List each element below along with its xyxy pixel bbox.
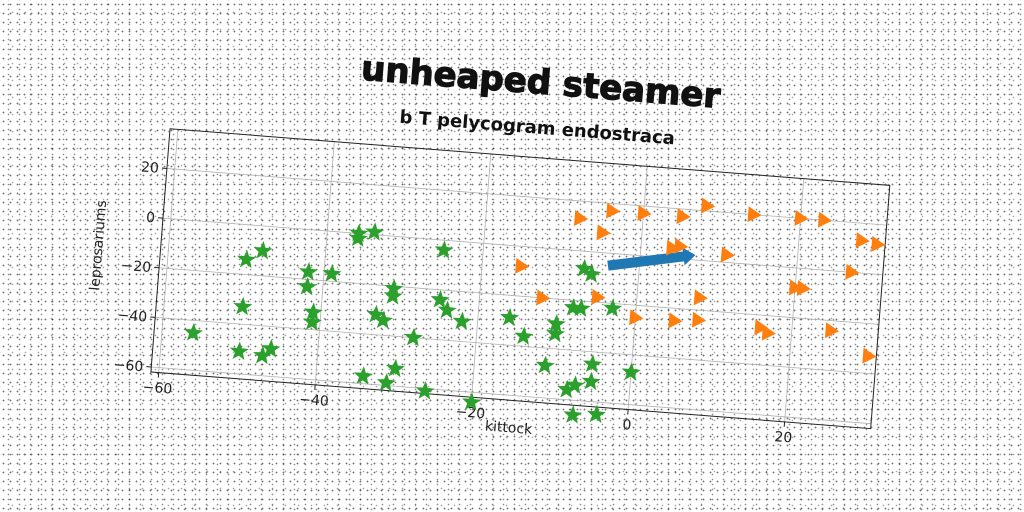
green-star-marker	[586, 404, 606, 424]
green-star-marker	[253, 240, 273, 260]
green-star-marker	[514, 326, 534, 345]
orange-triangle-marker	[700, 197, 716, 214]
orange-triangle-marker	[824, 322, 840, 339]
y-gridline	[166, 168, 887, 226]
green-star-marker	[574, 258, 594, 278]
orange-triangle-marker	[606, 202, 621, 219]
orange-triangle-marker	[676, 208, 691, 225]
orange-triangle-marker	[720, 246, 735, 263]
green-star-marker	[563, 405, 583, 424]
orange-triangle-marker	[761, 324, 776, 341]
x-tick-label: −20	[455, 404, 486, 422]
orange-triangle-marker	[796, 280, 811, 296]
green-star-marker	[366, 304, 386, 324]
green-star-marker	[322, 263, 342, 283]
y-tick-label: 0	[145, 210, 155, 227]
orange-triangle-marker	[515, 257, 530, 274]
y-tick-label: 20	[140, 159, 159, 176]
orange-triangle-marker	[855, 232, 870, 249]
green-star-marker	[376, 373, 396, 392]
orange-triangle-marker	[747, 206, 762, 223]
green-star-marker	[253, 345, 273, 365]
orange-triangle-marker	[596, 224, 611, 241]
orange-triangle-marker	[788, 279, 804, 296]
orange-triangle-marker	[693, 289, 708, 306]
orange-triangle-marker	[794, 209, 809, 226]
orange-triangle-marker	[668, 312, 683, 329]
green-star-marker	[302, 312, 322, 331]
green-star-marker	[385, 358, 405, 378]
x-tick-label: 20	[774, 429, 793, 446]
orange-triangle-marker	[637, 205, 652, 221]
green-star-marker	[582, 264, 602, 283]
green-star-marker	[233, 296, 253, 316]
green-star-marker	[299, 262, 319, 281]
vector-arrow	[607, 247, 696, 271]
orange-triangle-marker	[573, 210, 589, 226]
green-star-marker	[557, 379, 577, 399]
green-star-marker	[365, 222, 385, 241]
x-tick-label: −40	[299, 392, 330, 410]
x-axis-label: kittock	[484, 418, 533, 438]
orange-triangle-marker	[629, 309, 644, 326]
green-star-marker	[415, 381, 435, 400]
green-star-marker	[500, 307, 520, 327]
orange-triangle-marker	[817, 211, 833, 228]
x-tick-label: −60	[142, 379, 173, 397]
chart-subtitle: b T pelycogram endostraca	[399, 107, 676, 150]
orange-triangle-marker	[591, 288, 606, 305]
y-tick-label: −20	[121, 258, 152, 276]
green-star-marker	[621, 362, 641, 381]
orange-triangle-marker	[691, 311, 707, 328]
x-gridline	[314, 141, 335, 385]
green-star-marker	[303, 302, 323, 321]
green-star-marker	[237, 249, 257, 269]
green-star-marker	[535, 355, 555, 375]
green-star-marker	[437, 300, 457, 319]
y-gridline	[162, 217, 883, 276]
y-gridline	[159, 267, 879, 325]
orange-triangle-marker	[754, 319, 769, 336]
green-star-marker	[462, 392, 482, 411]
green-star-marker	[603, 298, 623, 317]
chart-title: unheaped steamer	[360, 49, 722, 117]
orange-triangle-marker	[871, 235, 886, 252]
plot-area: −60 −40 −20 0 20 −60 −40 −20 0 20	[113, 128, 891, 446]
green-star-marker	[353, 366, 373, 385]
green-star-marker	[546, 323, 566, 343]
x-gridline	[158, 129, 179, 373]
y-gridline	[155, 316, 875, 375]
green-star-marker	[374, 310, 393, 329]
green-star-marker	[434, 240, 454, 259]
orange-triangle-marker	[536, 289, 551, 306]
green-star-marker	[430, 289, 450, 309]
green-star-marker	[297, 276, 317, 296]
x-tick-label: 0	[622, 417, 632, 434]
green-star-marker	[581, 371, 601, 391]
y-axis-label: leprosariums	[87, 200, 110, 292]
green-star-marker	[563, 297, 583, 317]
orange-triangle-marker	[845, 263, 860, 280]
axes-frame	[150, 128, 891, 430]
y-tick-label: −60	[113, 357, 144, 375]
green-star-marker	[583, 354, 603, 373]
green-star-marker	[383, 286, 403, 305]
green-star-marker	[348, 228, 368, 247]
green-star-marker	[229, 341, 249, 360]
orange-triangle-marker	[862, 347, 877, 364]
orange-triangle-marker	[666, 239, 681, 256]
y-tick-label: −40	[117, 307, 148, 325]
y-gridline	[151, 366, 872, 425]
x-gridline	[471, 153, 492, 398]
green-star-marker	[452, 311, 472, 331]
green-star-marker	[184, 322, 203, 342]
green-star-marker	[546, 313, 566, 333]
green-star-marker	[404, 327, 424, 347]
